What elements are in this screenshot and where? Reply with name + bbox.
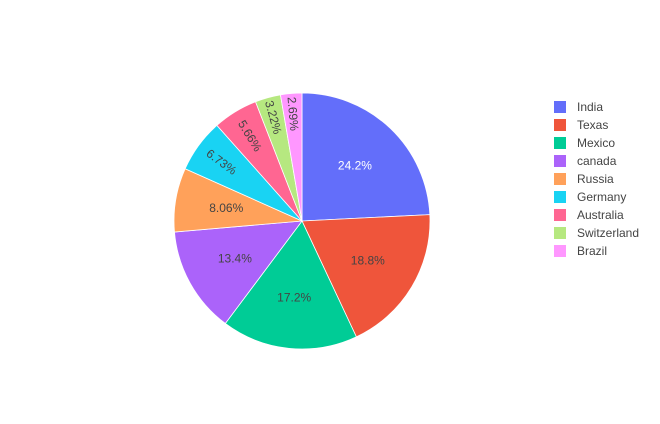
legend-item-mexico[interactable]: Mexico: [554, 136, 615, 150]
pie-slices: [173, 92, 431, 350]
legend-item-germany[interactable]: Germany: [554, 190, 626, 204]
pie-slice-texas[interactable]: [301, 214, 431, 338]
pie-slice-canada[interactable]: [174, 220, 303, 325]
legend-item-texas[interactable]: Texas: [554, 118, 608, 132]
pie-slice-brazil[interactable]: [279, 92, 303, 222]
legend-label: canada: [577, 154, 617, 168]
legend-swatch: [554, 137, 566, 149]
legend-label: Australia: [577, 208, 624, 222]
legend-item-canada[interactable]: canada: [554, 154, 617, 168]
slice-label-texas: 18.8%: [351, 254, 385, 268]
slice-label-india: 24.2%: [338, 158, 372, 172]
legend-label: Russia: [577, 172, 614, 186]
slice-label-mexico: 17.2%: [277, 290, 311, 304]
legend[interactable]: India Texas Mexico canada Russia Germany Austr…: [554, 100, 639, 258]
legend-swatch: [554, 173, 566, 185]
slice-label-russia: 8.06%: [209, 201, 243, 215]
pie-slice-mexico[interactable]: [224, 220, 357, 350]
legend-swatch: [554, 101, 566, 113]
legend-swatch: [554, 245, 566, 257]
legend-swatch: [554, 119, 566, 131]
slice-label-canada: 13.4%: [218, 251, 252, 265]
legend-swatch: [554, 227, 566, 239]
legend-item-brazil[interactable]: Brazil: [554, 244, 607, 258]
legend-swatch: [554, 155, 566, 167]
legend-item-india[interactable]: India: [554, 100, 603, 114]
legend-item-australia[interactable]: Australia: [554, 208, 624, 222]
legend-swatch: [554, 209, 566, 221]
legend-item-russia[interactable]: Russia: [554, 172, 614, 186]
pie-slice-india[interactable]: [301, 92, 431, 222]
legend-label: Switzerland: [577, 226, 639, 240]
legend-swatch: [554, 191, 566, 203]
legend-item-switzerland[interactable]: Switzerland: [554, 226, 639, 240]
legend-label: India: [577, 100, 603, 114]
legend-label: Mexico: [577, 136, 615, 150]
legend-label: Germany: [577, 190, 626, 204]
slice-label-brazil: 2.69%: [285, 96, 302, 131]
legend-label: Brazil: [577, 244, 607, 258]
legend-label: Texas: [577, 118, 608, 132]
